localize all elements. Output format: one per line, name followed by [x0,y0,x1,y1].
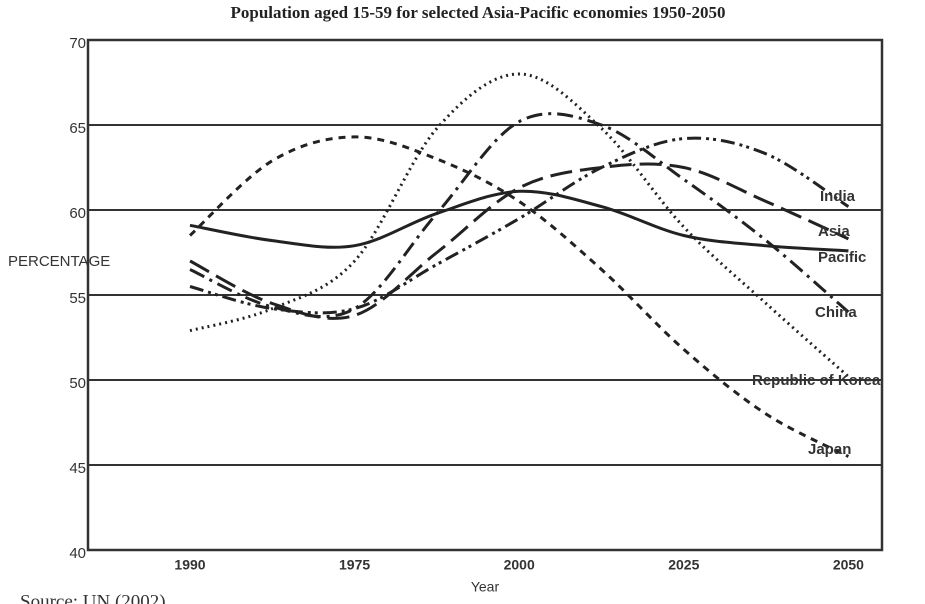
series-line [189,112,850,319]
series-label: Japan [808,441,851,458]
y-tick-label: 40 [69,545,86,562]
series-line [189,72,850,378]
chart-title: Population aged 15-59 for selected Asia-… [231,3,726,22]
y-tick-label: 60 [69,205,86,222]
series-line [189,162,850,320]
y-axis-label: PERCENTAGE [8,253,110,270]
y-tick-label: 50 [69,375,86,392]
x-tick-label: 2050 [833,557,864,573]
series-line [189,189,849,253]
x-tick-label: 2025 [668,557,699,573]
series-line [189,136,850,315]
y-tick-label: 55 [69,290,86,307]
series-label: China [815,304,857,321]
series-label: Pacific [818,249,866,266]
series-label: Republic of Korea [752,372,881,389]
y-tick-label: 45 [69,460,86,477]
y-tick-label: 70 [69,35,86,52]
x-tick-label: 2000 [504,557,535,573]
y-tick-label: 65 [69,120,86,137]
x-tick-label: 1975 [339,557,370,573]
series-label: Asia [818,223,850,240]
x-tick-label: 1990 [174,557,205,573]
x-axis-label: Year [471,579,500,595]
series-line [188,135,850,458]
source-note: Source: UN (2002) [20,591,166,604]
series-label: India [820,188,856,205]
